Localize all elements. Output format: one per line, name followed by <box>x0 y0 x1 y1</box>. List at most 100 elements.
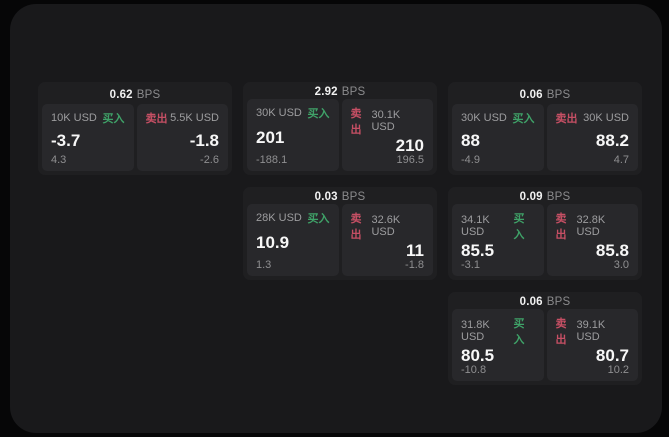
card-body: 34.1K USD 买入 85.5 -3.1 卖出 32.8K USD 85.8… <box>452 204 638 276</box>
buy-panel[interactable]: 30K USD 买入 88 -4.9 <box>452 104 544 171</box>
buy-panel[interactable]: 28K USD 买入 10.9 1.3 <box>247 204 339 276</box>
buy-delta: -3.1 <box>461 259 480 271</box>
cards-grid: 0.62 BPS 10K USD 买入 -3.7 4.3 卖出 5.5K USD <box>38 82 642 385</box>
buy-panel-top: 30K USD 买入 <box>256 105 330 121</box>
sell-action-label: 卖出 <box>145 113 168 125</box>
buy-value: 80.5 <box>461 346 495 365</box>
sell-action-label: 卖出 <box>350 108 362 136</box>
sell-action-label: 卖出 <box>555 213 567 241</box>
buy-size-label: 10K USD <box>51 112 97 124</box>
buy-action-label: 买入 <box>513 318 525 346</box>
sell-size-label: 5.5K USD <box>170 112 219 124</box>
bps-unit: BPS <box>341 191 366 203</box>
spread-card: 0.03 BPS 28K USD 买入 10.9 1.3 卖出 32.6K US… <box>243 187 437 280</box>
bps-unit: BPS <box>546 88 571 101</box>
sell-delta: -1.8 <box>405 259 424 271</box>
spread-card: 0.62 BPS 10K USD 买入 -3.7 4.3 卖出 5.5K USD <box>38 82 232 175</box>
buy-size-label: 31.8K USD <box>461 319 490 343</box>
sell-action-label: 卖出 <box>350 213 362 241</box>
buy-panel[interactable]: 34.1K USD 买入 85.5 -3.1 <box>452 204 544 276</box>
spread-card: 0.06 BPS 30K USD 买入 88 -4.9 卖出 30K USD <box>448 82 642 175</box>
bps-unit: BPS <box>136 88 161 101</box>
spread-card: 0.09 BPS 34.1K USD 买入 85.5 -3.1 卖出 32.8K… <box>448 187 642 280</box>
sell-size-label: 30K USD <box>583 112 629 124</box>
buy-action-label: 买入 <box>512 113 535 125</box>
buy-panel[interactable]: 10K USD 买入 -3.7 4.3 <box>42 104 134 171</box>
sell-panel-top: 卖出 39.1K USD <box>556 315 630 347</box>
bps-value: 0.06 <box>519 88 543 101</box>
buy-action-label: 买入 <box>307 213 330 225</box>
buy-value: 88 <box>461 130 480 150</box>
bps-unit: BPS <box>546 191 571 203</box>
card-bps-header: 0.03 BPS <box>247 190 433 204</box>
bps-value: 0.03 <box>314 191 338 203</box>
sell-panel[interactable]: 卖出 32.8K USD 85.8 3.0 <box>546 204 638 276</box>
buy-panel[interactable]: 30K USD 买入 201 -188.1 <box>247 99 339 171</box>
buy-value: 10.9 <box>256 233 290 252</box>
spread-card: 2.92 BPS 30K USD 买入 201 -188.1 卖出 30.1K … <box>243 82 437 175</box>
sell-value: 85.8 <box>595 241 629 260</box>
sell-delta: 3.0 <box>613 259 629 271</box>
sell-panel[interactable]: 卖出 30.1K USD 210 196.5 <box>341 99 433 171</box>
sell-action-label: 卖出 <box>555 318 567 346</box>
buy-panel-top: 10K USD 买入 <box>51 110 125 126</box>
sell-action-label: 卖出 <box>555 113 578 125</box>
buy-panel-top: 28K USD 买入 <box>256 210 330 226</box>
buy-delta: 1.3 <box>256 259 272 271</box>
card-bps-header: 0.06 BPS <box>452 85 638 104</box>
bps-value: 2.92 <box>314 86 338 98</box>
buy-value: 201 <box>256 128 285 147</box>
card-body: 28K USD 买入 10.9 1.3 卖出 32.6K USD 11 -1.8 <box>247 204 433 276</box>
sell-delta: -2.6 <box>200 154 219 166</box>
buy-value: 85.5 <box>461 241 495 260</box>
sell-panel[interactable]: 卖出 30K USD 88.2 4.7 <box>546 104 638 171</box>
sell-size-label: 39.1K USD <box>576 319 606 343</box>
spread-card: 0.06 BPS 31.8K USD 买入 80.5 -10.8 卖出 39.1… <box>448 292 642 385</box>
card-body: 31.8K USD 买入 80.5 -10.8 卖出 39.1K USD 80.… <box>452 309 638 381</box>
sell-size-label: 32.8K USD <box>576 214 606 238</box>
buy-panel-top: 30K USD 买入 <box>461 110 535 126</box>
buy-size-label: 34.1K USD <box>461 214 490 238</box>
sell-panel-top: 卖出 5.5K USD <box>146 110 220 126</box>
bps-value: 0.62 <box>109 88 133 101</box>
bps-value: 0.09 <box>519 191 543 203</box>
buy-value: -3.7 <box>51 130 81 150</box>
sell-panel-top: 卖出 30.1K USD <box>351 105 425 137</box>
buy-action-label: 买入 <box>307 108 330 120</box>
sell-panel[interactable]: 卖出 39.1K USD 80.7 10.2 <box>546 309 638 381</box>
card-bps-header: 0.09 BPS <box>452 190 638 204</box>
bps-value: 0.06 <box>519 296 543 308</box>
buy-panel-top: 34.1K USD 买入 <box>461 210 535 242</box>
buy-action-label: 买入 <box>513 213 525 241</box>
sell-delta: 10.2 <box>607 364 629 376</box>
card-bps-header: 0.06 BPS <box>452 295 638 309</box>
app-window: 0.62 BPS 10K USD 买入 -3.7 4.3 卖出 5.5K USD <box>10 4 662 433</box>
buy-delta: -188.1 <box>256 154 288 166</box>
card-bps-header: 2.92 BPS <box>247 85 433 99</box>
sell-value: 210 <box>395 136 424 155</box>
sell-size-label: 32.6K USD <box>371 214 401 238</box>
buy-panel[interactable]: 31.8K USD 买入 80.5 -10.8 <box>452 309 544 381</box>
card-body: 30K USD 买入 88 -4.9 卖出 30K USD 88.2 4.7 <box>452 104 638 171</box>
sell-panel-top: 卖出 30K USD <box>556 110 630 126</box>
sell-size-label: 30.1K USD <box>371 109 401 133</box>
buy-panel-top: 31.8K USD 买入 <box>461 315 535 347</box>
sell-delta: 4.7 <box>613 154 629 166</box>
sell-delta: 196.5 <box>396 154 424 166</box>
buy-action-label: 买入 <box>102 113 125 125</box>
sell-value: -1.8 <box>189 130 219 150</box>
card-body: 10K USD 买入 -3.7 4.3 卖出 5.5K USD -1.8 -2.… <box>42 104 228 171</box>
buy-size-label: 28K USD <box>256 212 302 224</box>
bps-unit: BPS <box>546 296 571 308</box>
buy-delta: -4.9 <box>461 154 480 166</box>
buy-delta: 4.3 <box>51 154 67 166</box>
sell-panel[interactable]: 卖出 5.5K USD -1.8 -2.6 <box>136 104 228 171</box>
buy-size-label: 30K USD <box>461 112 507 124</box>
sell-panel[interactable]: 卖出 32.6K USD 11 -1.8 <box>341 204 433 276</box>
buy-delta: -10.8 <box>461 364 487 376</box>
sell-panel-top: 卖出 32.6K USD <box>351 210 425 242</box>
sell-value: 88.2 <box>595 130 629 150</box>
sell-value: 11 <box>406 241 424 260</box>
sell-value: 80.7 <box>595 346 629 365</box>
buy-size-label: 30K USD <box>256 107 302 119</box>
